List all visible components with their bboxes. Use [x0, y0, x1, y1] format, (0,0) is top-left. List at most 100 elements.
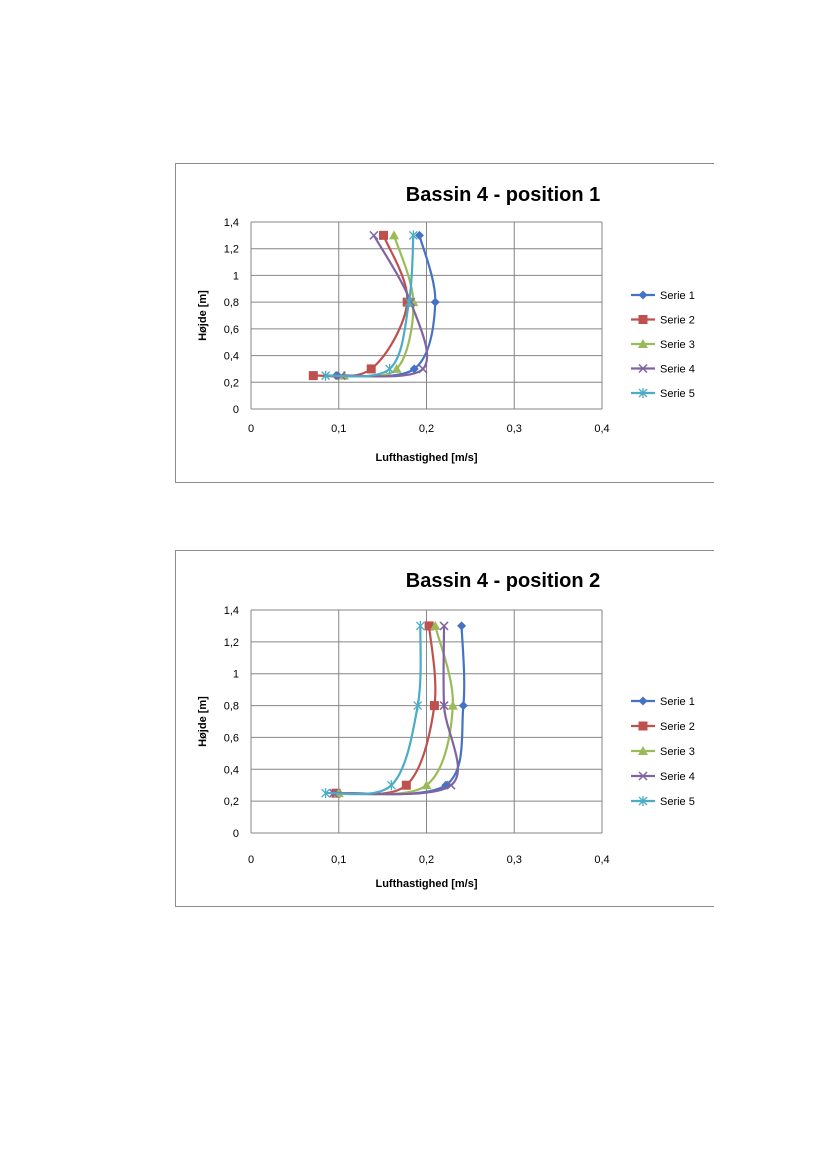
legend-label: Serie 2: [660, 721, 695, 733]
y-tick-label: 1,2: [224, 637, 239, 649]
x-axis-title: Lufthastighed [m/s]: [375, 452, 477, 464]
y-tick-label: 0: [233, 404, 239, 416]
chart-title: Bassin 4 - position 2: [406, 570, 600, 592]
y-tick-label: 1,4: [224, 605, 239, 617]
y-tick-label: 0,4: [224, 764, 239, 776]
legend-entry: Serie 4: [631, 364, 695, 376]
legend-marker: [638, 771, 648, 781]
y-tick-label: 0,4: [224, 351, 239, 363]
x-tick-label: 0,3: [507, 854, 522, 866]
data-point: [379, 230, 389, 240]
series-5: [321, 620, 425, 799]
chart-2-svg: Bassin 4 - position 2 0 0,2 0,4 0,6 0,8 1 1,2 1,…: [197, 570, 695, 890]
data-point: [430, 297, 440, 307]
data-point: [429, 701, 439, 711]
legend-entry: Serie 4: [631, 771, 695, 783]
legend-entry: Serie 1: [631, 290, 695, 302]
y-tick-label: 1: [233, 669, 239, 681]
data-point: [404, 297, 414, 308]
data-point: [389, 230, 400, 240]
y-tick-label: 0,8: [224, 701, 239, 713]
y-tick-label: 1,4: [224, 217, 239, 229]
legend-label: Serie 4: [660, 771, 695, 783]
data-point: [408, 230, 418, 241]
legend-entry: Serie 2: [631, 315, 695, 327]
series-4: [336, 230, 429, 381]
legend-marker: [638, 290, 648, 300]
data-point: [401, 780, 411, 790]
y-tick-label: 0,2: [224, 796, 239, 808]
x-tick-label: 0,4: [594, 423, 609, 435]
legend-marker: [638, 696, 648, 706]
series-line: [325, 235, 415, 378]
x-tick-label: 0,3: [507, 423, 522, 435]
data-point: [447, 700, 458, 710]
data-point: [421, 780, 432, 790]
y-tick-label: 0,2: [224, 377, 239, 389]
legend-label: Serie 2: [660, 315, 695, 327]
legend-label: Serie 5: [660, 388, 695, 400]
legend-marker: [638, 339, 648, 348]
data-point: [424, 621, 434, 631]
legend-marker: [638, 721, 648, 731]
x-tick-label: 0,1: [331, 423, 346, 435]
x-tick-label: 0,4: [594, 854, 609, 866]
x-axis-title: Lufthastighed [m/s]: [375, 878, 477, 890]
data-point: [402, 297, 412, 307]
data-point: [321, 370, 331, 381]
chart-bassin-4-position-2: Bassin 4 - position 2 0 0,2 0,4 0,6 0,8 1 1,2 1,…: [175, 550, 714, 907]
legend-label: Serie 4: [660, 364, 695, 376]
data-point: [385, 363, 395, 374]
y-tick-label: 0,6: [224, 732, 239, 744]
legend-entry: Serie 3: [631, 746, 695, 758]
data-point: [415, 620, 425, 631]
data-point: [413, 700, 423, 711]
data-point: [308, 371, 318, 381]
data-point: [458, 701, 468, 711]
y-axis-title: Højde [m]: [197, 290, 209, 341]
data-point: [391, 363, 402, 373]
legend-label: Serie 1: [660, 290, 695, 302]
data-point: [439, 621, 449, 631]
data-point: [321, 788, 331, 799]
data-point: [386, 780, 396, 791]
legend-label: Serie 3: [660, 746, 695, 758]
y-tick-label: 0,8: [224, 297, 239, 309]
data-point: [446, 780, 456, 790]
y-tick-label: 1: [233, 270, 239, 282]
x-tick-label: 0: [248, 423, 254, 435]
legend-entry: Serie 5: [631, 388, 695, 400]
legend-entry: Serie 3: [631, 339, 695, 351]
chart-bassin-4-position-1: Bassin 4 - position 1 0 0,2 0,4 0,6 0,8 1 1,2 1,…: [175, 163, 714, 483]
y-tick-label: 1,2: [224, 244, 239, 256]
legend-entry: Serie 1: [631, 696, 695, 708]
legend-marker: [638, 796, 648, 806]
x-tick-label: 0,2: [419, 423, 434, 435]
legend-marker: [638, 315, 648, 324]
series-line: [333, 625, 460, 796]
x-tick-label: 0,1: [331, 854, 346, 866]
data-point: [414, 230, 424, 240]
series-3: [333, 620, 458, 798]
y-tick-label: 0: [233, 828, 239, 840]
x-tick-label: 0: [248, 854, 254, 866]
data-point: [457, 621, 467, 631]
legend-marker: [638, 363, 648, 374]
x-tick-label: 0,2: [419, 854, 434, 866]
data-point: [369, 230, 379, 240]
y-tick-label: 0,6: [224, 324, 239, 336]
legend-entry: Serie 2: [631, 721, 695, 733]
legend-marker: [638, 746, 648, 755]
series-5: [321, 230, 418, 381]
data-point: [366, 364, 376, 374]
data-point: [409, 364, 419, 374]
series-2: [331, 621, 439, 798]
legend-marker: [638, 388, 648, 398]
data-point: [430, 620, 441, 630]
data-point: [439, 701, 449, 711]
legend-label: Serie 5: [660, 796, 695, 808]
data-point: [418, 364, 428, 374]
legend-label: Serie 1: [660, 696, 695, 708]
series-line: [341, 234, 429, 378]
chart-title: Bassin 4 - position 1: [406, 184, 600, 206]
